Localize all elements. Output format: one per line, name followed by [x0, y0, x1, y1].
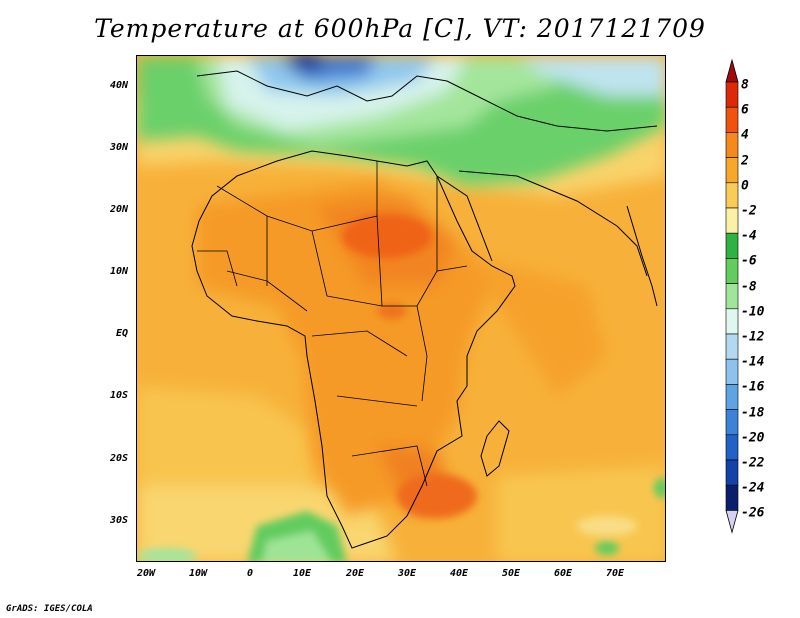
colorbar-box [725, 232, 739, 259]
colorbar-label: -2 [741, 203, 757, 219]
lon-label-0: 0 [246, 568, 254, 579]
colorbar-label: -24 [741, 480, 765, 496]
colorbar-label: 0 [741, 178, 749, 194]
field-cold-north [137, 56, 665, 186]
colorbar-label: -4 [741, 228, 757, 244]
colorbar-label: -20 [741, 430, 765, 446]
lon-label-40e: 40E [449, 568, 469, 579]
colorbar-label: -12 [741, 329, 765, 345]
lon-label-10w: 10W [188, 568, 208, 579]
lat-label-10s: 10S [109, 390, 128, 401]
colorbar-label: -14 [741, 354, 765, 370]
field-hot-cores [342, 214, 477, 518]
colorbar-box [725, 283, 739, 310]
colorbar-box [725, 182, 739, 209]
lon-label-50e: 50E [501, 568, 521, 579]
colorbar-label: -6 [741, 253, 757, 269]
chart-title: Temperature at 600hPa [C], VT: 201712170… [94, 14, 706, 43]
colorbar-arrow-bottom [725, 509, 739, 534]
colorbar-box [725, 132, 739, 158]
colorbar-box [725, 81, 739, 108]
lat-label-20n: 20N [109, 204, 128, 215]
colorbar-box [725, 157, 739, 184]
colorbar-label: -10 [741, 304, 765, 320]
lat-label-30n: 30N [109, 142, 128, 153]
lon-label-20w: 20W [136, 568, 156, 579]
temperature-map [136, 55, 666, 562]
lon-label-10e: 10E [292, 568, 312, 579]
lat-label-40n: 40N [109, 80, 128, 91]
map-field [137, 56, 665, 561]
lat-label-30s: 30S [109, 515, 128, 526]
colorbar-box [725, 106, 739, 133]
colorbar-box [725, 459, 739, 486]
lat-label-20s: 20S [109, 453, 128, 464]
lat-label-10n: 10N [109, 266, 128, 277]
country-borders [197, 161, 468, 487]
colorbar-box [725, 409, 739, 436]
colorbar-box [725, 358, 739, 385]
grads-credit: GrADS: IGES/COLA [6, 604, 93, 614]
coastlines [191, 70, 658, 549]
field-cold-south [137, 478, 665, 561]
colorbar-box [725, 207, 739, 234]
colorbar-box [725, 484, 739, 511]
colorbar-label: -18 [741, 405, 765, 421]
lon-label-60e: 60E [553, 568, 573, 579]
colorbar-label: 8 [741, 77, 749, 93]
colorbar-box [725, 308, 739, 335]
colorbar-arrow-top [725, 58, 739, 83]
lon-label-70e: 70E [605, 568, 625, 579]
colorbar-label: -26 [741, 505, 765, 521]
colorbar-box [725, 333, 739, 360]
colorbar-box [725, 258, 739, 284]
colorbar-label: 2 [741, 153, 749, 169]
lon-label-30e: 30E [397, 568, 417, 579]
colorbar [725, 58, 739, 534]
field-warm-land [197, 181, 607, 516]
colorbar-label: 4 [741, 127, 749, 143]
colorbar-label: -8 [741, 279, 757, 295]
lon-label-20e: 20E [345, 568, 365, 579]
colorbar-box [725, 434, 739, 461]
colorbar-box [725, 384, 739, 410]
colorbar-label: -22 [741, 455, 765, 471]
colorbar-label: -16 [741, 379, 765, 395]
colorbar-label: 6 [741, 102, 749, 118]
lat-label-eq: EQ [115, 328, 128, 339]
